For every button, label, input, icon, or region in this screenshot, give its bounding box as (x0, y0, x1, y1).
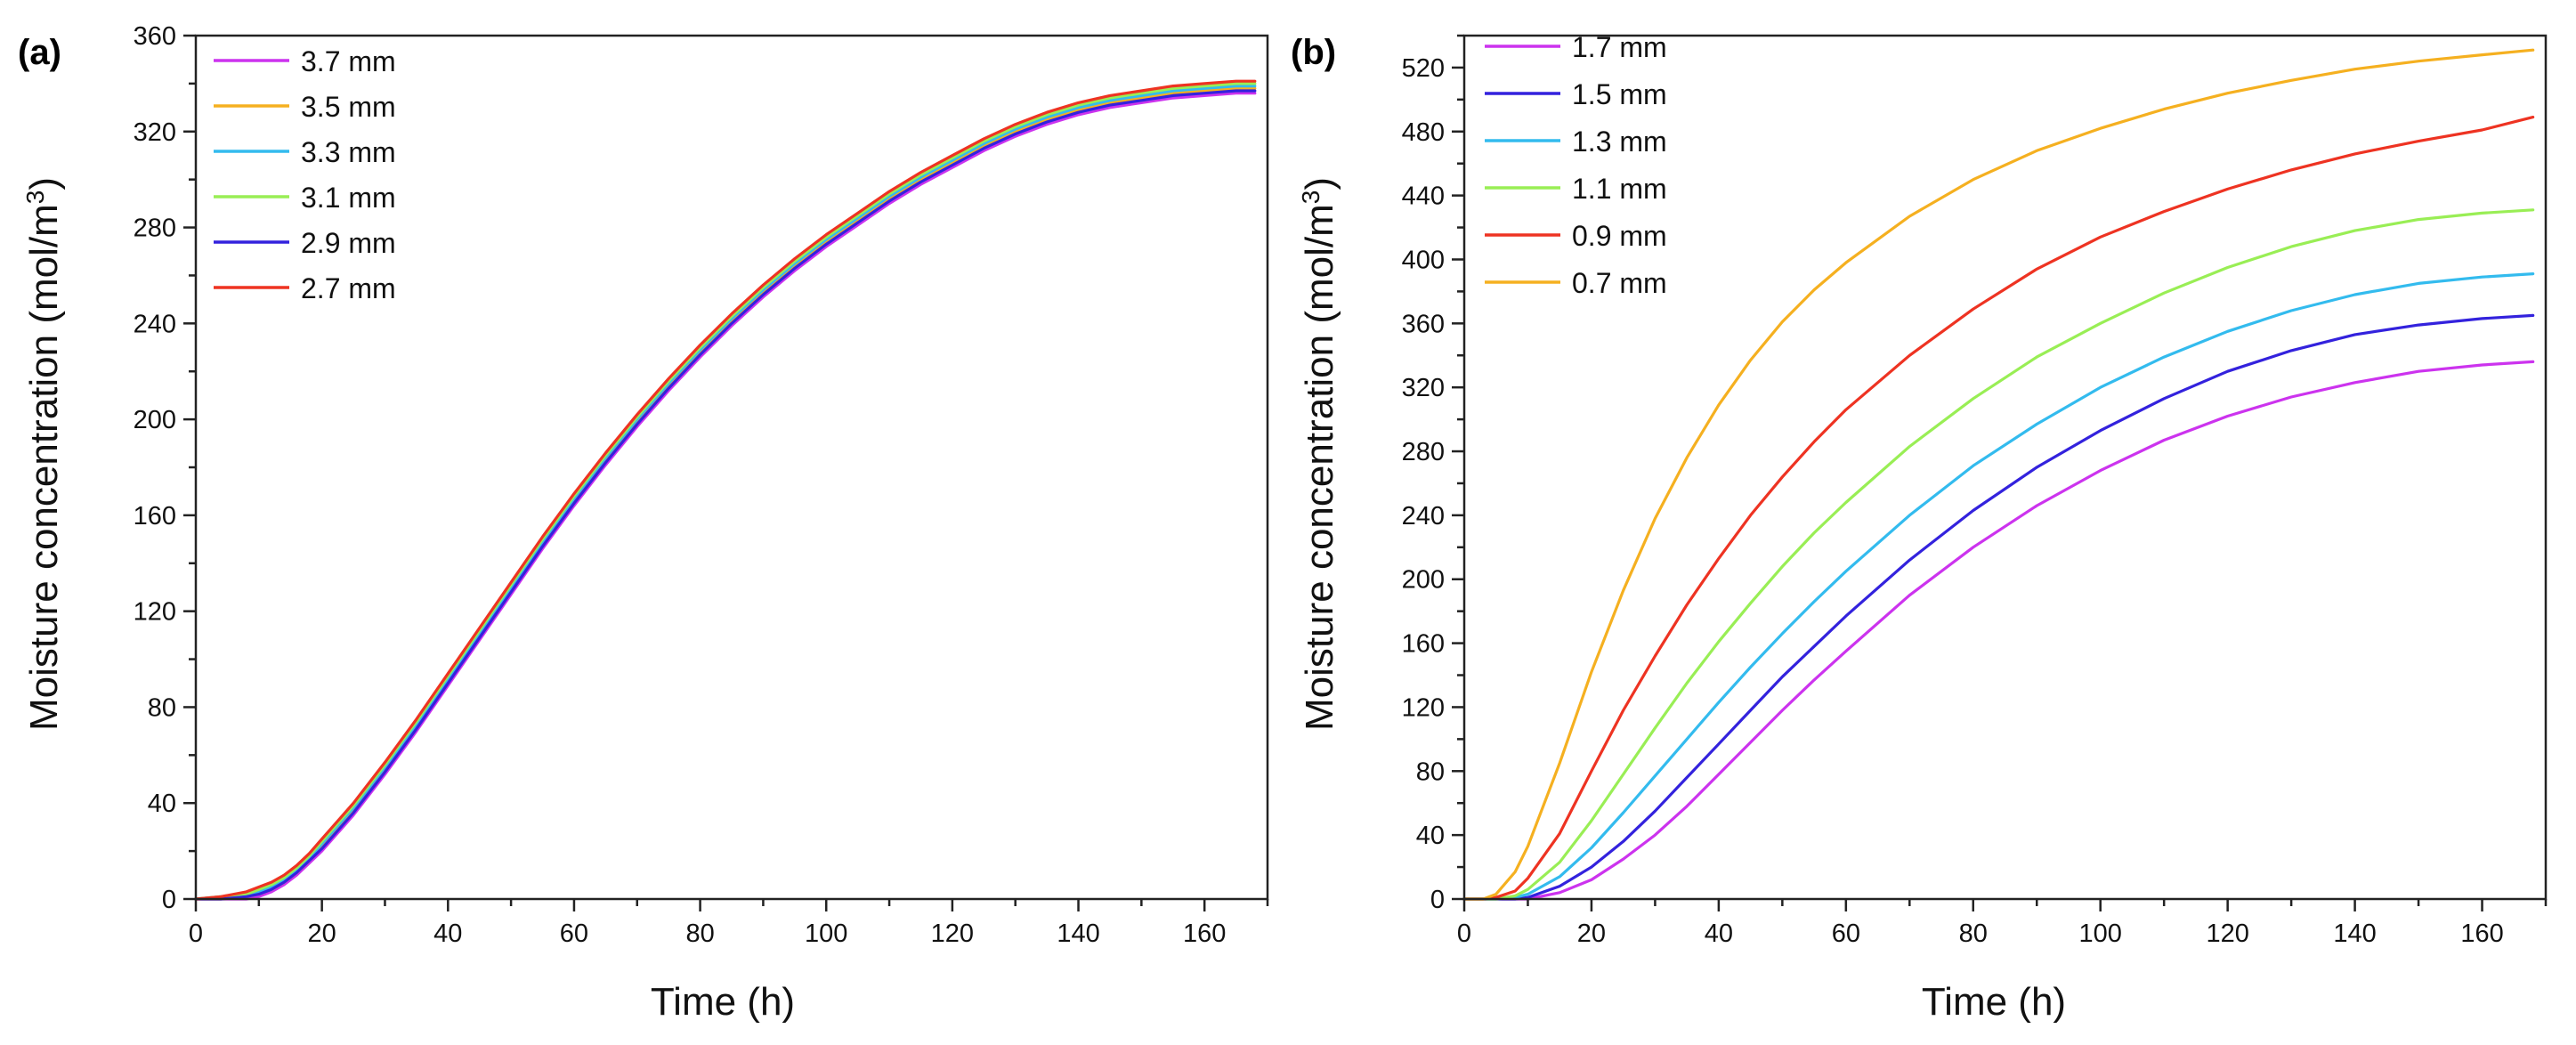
y-tick-label-b-120: 120 (1402, 693, 1445, 722)
x-tick-label-a-80: 80 (685, 919, 714, 948)
x-tick-label-a-100: 100 (805, 919, 847, 948)
chart-panel-b: (b) 0 20 40 60 80 100 120 140 160 0 40 80 120 160 200 2… (1291, 31, 2548, 1024)
y-axis-title-b-main: Moisture concentration (mol/m (1298, 204, 1341, 731)
series-line-b-1-5-mm (1462, 313, 2535, 901)
legend-b: 1.7 mm 1.5 mm 1.3 mm 1.1 mm 0.9 mm 0.7 mm (1485, 31, 1667, 299)
y-tick-label-a-80: 80 (148, 693, 176, 722)
y-tick-label-b-480: 480 (1402, 118, 1445, 147)
series-line-a-3-7-mm (194, 92, 1257, 901)
x-tick-label-b-20: 20 (1577, 919, 1606, 948)
y-tick-label-a-280: 280 (134, 215, 176, 243)
legend-label-a-2-9-mm: 2.9 mm (301, 227, 396, 259)
y-tick-label-a-320: 320 (134, 118, 176, 147)
x-tick-label-b-100: 100 (2079, 919, 2122, 948)
y-tick-label-a-240: 240 (134, 310, 176, 338)
legend-label-a-2-7-mm: 2.7 mm (301, 272, 396, 304)
x-tick-label-b-40: 40 (1705, 919, 1733, 948)
y-axis-title-b: Moisture concentration (mol/m3) (1297, 177, 1342, 731)
y-tick-label-b-240: 240 (1402, 502, 1445, 531)
x-tick-label-b-160: 160 (2460, 919, 2503, 948)
series-line-b-0-7-mm (1462, 48, 2535, 901)
x-tick-label-b-60: 60 (1832, 919, 1860, 948)
series-line-a-2-7-mm (194, 79, 1257, 901)
y-axis-title-a-close: ) (22, 177, 66, 190)
x-tick-label-b-140: 140 (2333, 919, 2376, 948)
legend-label-a-3-3-mm: 3.3 mm (301, 136, 396, 168)
y-tick-label-b-440: 440 (1402, 182, 1445, 211)
series-layer-b (1462, 48, 2535, 901)
series-line-a-3-1-mm (194, 82, 1257, 901)
y-tick-label-a-160: 160 (134, 502, 176, 531)
y-tick-label-a-0: 0 (162, 886, 176, 914)
series-line-a-2-9-mm (194, 89, 1257, 901)
y-tick-label-b-40: 40 (1416, 822, 1445, 850)
legend-label-b-0-9-mm: 0.9 mm (1572, 220, 1667, 252)
x-tick-label-a-20: 20 (308, 919, 336, 948)
y-axis-title-a-main: Moisture concentration (mol/m (22, 204, 66, 731)
x-tick-label-b-120: 120 (2206, 919, 2248, 948)
y-tick-label-b-360: 360 (1402, 310, 1445, 338)
x-tick-label-b-0: 0 (1457, 919, 1471, 948)
x-tick-label-a-0: 0 (189, 919, 203, 948)
x-tick-label-b-80: 80 (1959, 919, 1988, 948)
axis-ticks-b: 0 20 40 60 80 100 120 140 160 0 40 80 120 160 200 240 28… (1402, 34, 2548, 948)
y-tick-label-b-320: 320 (1402, 374, 1445, 402)
x-tick-label-a-120: 120 (931, 919, 974, 948)
y-tick-label-b-200: 200 (1402, 566, 1445, 595)
legend-label-b-1-7-mm: 1.7 mm (1572, 31, 1667, 63)
y-tick-label-b-400: 400 (1402, 246, 1445, 274)
x-axis-title-b: Time (h) (1922, 980, 2066, 1024)
legend-label-b-1-3-mm: 1.3 mm (1572, 126, 1667, 158)
axis-ticks-a: 0 20 40 60 80 100 120 140 160 0 40 80 120 160 200 240 28… (134, 22, 1269, 948)
x-axis-title-a: Time (h) (651, 980, 795, 1024)
y-tick-label-b-280: 280 (1402, 438, 1445, 466)
legend-label-a-3-1-mm: 3.1 mm (301, 182, 396, 214)
y-tick-label-b-0: 0 (1430, 886, 1445, 914)
y-tick-label-b-160: 160 (1402, 630, 1445, 659)
legend-label-b-1-1-mm: 1.1 mm (1572, 173, 1667, 205)
y-axis-title-b-sup: 3 (1297, 190, 1324, 205)
legend-label-b-0-7-mm: 0.7 mm (1572, 267, 1667, 299)
series-layer-a (194, 79, 1257, 901)
y-tick-label-a-200: 200 (134, 406, 176, 434)
legend-a: 3.7 mm 3.5 mm 3.3 mm 3.1 mm 2.9 mm 2.7 mm (214, 45, 396, 304)
series-line-a-3-3-mm (194, 85, 1257, 901)
y-tick-label-a-120: 120 (134, 598, 176, 627)
y-axis-title-a-sup: 3 (21, 190, 49, 205)
x-tick-label-a-40: 40 (433, 919, 462, 948)
y-tick-label-a-40: 40 (148, 790, 176, 818)
y-axis-title-b-close: ) (1298, 177, 1341, 190)
panel-label-b: (b) (1291, 33, 1336, 72)
y-axis-title-a: Moisture concentration (mol/m3) (21, 177, 67, 731)
y-tick-label-b-80: 80 (1416, 757, 1445, 786)
y-tick-label-b-520: 520 (1402, 54, 1445, 83)
legend-label-a-3-5-mm: 3.5 mm (301, 91, 396, 123)
legend-label-b-1-5-mm: 1.5 mm (1572, 78, 1667, 110)
series-line-b-1-1-mm (1462, 208, 2535, 901)
panel-label-a: (a) (18, 33, 61, 72)
x-tick-label-a-140: 140 (1057, 919, 1099, 948)
legend-label-a-3-7-mm: 3.7 mm (301, 45, 396, 77)
plot-frame-b (1462, 34, 2548, 901)
series-line-b-0-9-mm (1462, 116, 2535, 901)
series-line-b-1-3-mm (1462, 272, 2535, 901)
y-tick-label-a-360: 360 (134, 22, 176, 51)
series-line-b-1-7-mm (1462, 360, 2535, 901)
x-tick-label-a-160: 160 (1183, 919, 1226, 948)
chart-panel-a: (a) 0 20 40 60 80 100 120 140 160 0 40 80 120 160 200 2… (18, 22, 1269, 1024)
x-tick-label-a-60: 60 (560, 919, 588, 948)
